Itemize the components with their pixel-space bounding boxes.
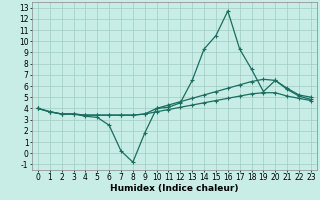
X-axis label: Humidex (Indice chaleur): Humidex (Indice chaleur) — [110, 184, 239, 193]
